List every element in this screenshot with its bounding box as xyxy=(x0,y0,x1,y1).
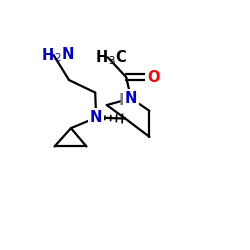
Text: H: H xyxy=(41,48,54,62)
Text: O: O xyxy=(147,70,160,85)
Text: N: N xyxy=(125,91,137,106)
Text: H: H xyxy=(118,93,130,108)
Text: H: H xyxy=(96,50,108,65)
Text: N: N xyxy=(90,110,102,125)
Text: $_2$N: $_2$N xyxy=(54,46,74,64)
Text: $_3$C: $_3$C xyxy=(108,48,127,67)
